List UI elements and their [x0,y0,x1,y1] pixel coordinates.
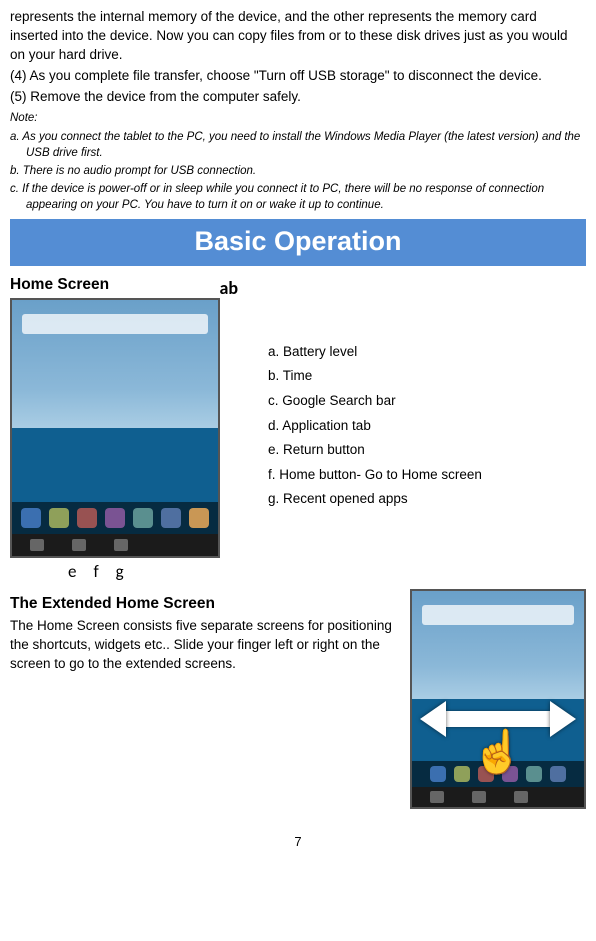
google-search-bar [422,605,574,625]
legend-b: b. Time [268,366,482,386]
dock-icon [478,766,494,782]
legend-g: g. Recent opened apps [268,489,482,509]
home-screenshot [10,298,220,558]
dock-icon [49,508,69,528]
legend-e: e. Return button [268,440,482,460]
dock-icon [77,508,97,528]
dock-icon [550,766,566,782]
extended-home-heading: The Extended Home Screen [10,593,392,615]
nav-home-icon [72,539,86,551]
legend-list: a. Battery level b. Time c. Google Searc… [220,270,482,514]
dock-icon [430,766,446,782]
dock-icon [161,508,181,528]
dock-bar [412,761,584,787]
step-4: (4) As you complete file transfer, choos… [10,67,586,86]
note-a: a. As you connect the tablet to the PC, … [10,129,586,161]
label-ab: ab [219,276,238,301]
dock-icon [454,766,470,782]
label-e: e [68,560,76,584]
dock-icon [502,766,518,782]
arrow-right-icon [550,701,576,737]
swipe-gesture-overlay: ☝ [428,681,568,771]
note-label: Note: [10,110,586,126]
nav-bar [12,534,218,556]
label-g: g [116,560,124,584]
dock-bar [12,502,218,534]
note-c: c. If the device is power-off or in slee… [10,181,586,213]
section-banner: Basic Operation [10,219,586,266]
legend-a: a. Battery level [268,342,482,362]
page-number: 7 [10,833,586,851]
extended-screenshot: ☝ [410,589,586,809]
nav-back-icon [30,539,44,551]
legend-c: c. Google Search bar [268,391,482,411]
google-search-bar [22,314,208,334]
legend-d: d. Application tab [268,416,482,436]
dock-icon [189,508,209,528]
label-f: f [93,560,98,584]
legend-f: f. Home button- Go to Home screen [268,465,482,485]
extended-home-body: The Home Screen consists five separate s… [10,617,392,674]
nav-recent-icon [514,791,528,803]
arrow-left-icon [420,701,446,737]
nav-home-icon [472,791,486,803]
step-5: (5) Remove the device from the computer … [10,88,586,107]
dock-icon [526,766,542,782]
dock-icon [133,508,153,528]
dock-icon [21,508,41,528]
nav-back-icon [430,791,444,803]
note-b: b. There is no audio prompt for USB conn… [10,163,586,179]
nav-recent-icon [114,539,128,551]
continuation-paragraph: represents the internal memory of the de… [10,8,586,65]
dock-icon [105,508,125,528]
home-screen-heading: Home Screen [10,274,220,296]
below-labels: e f g [10,560,220,584]
nav-bar [412,787,584,807]
